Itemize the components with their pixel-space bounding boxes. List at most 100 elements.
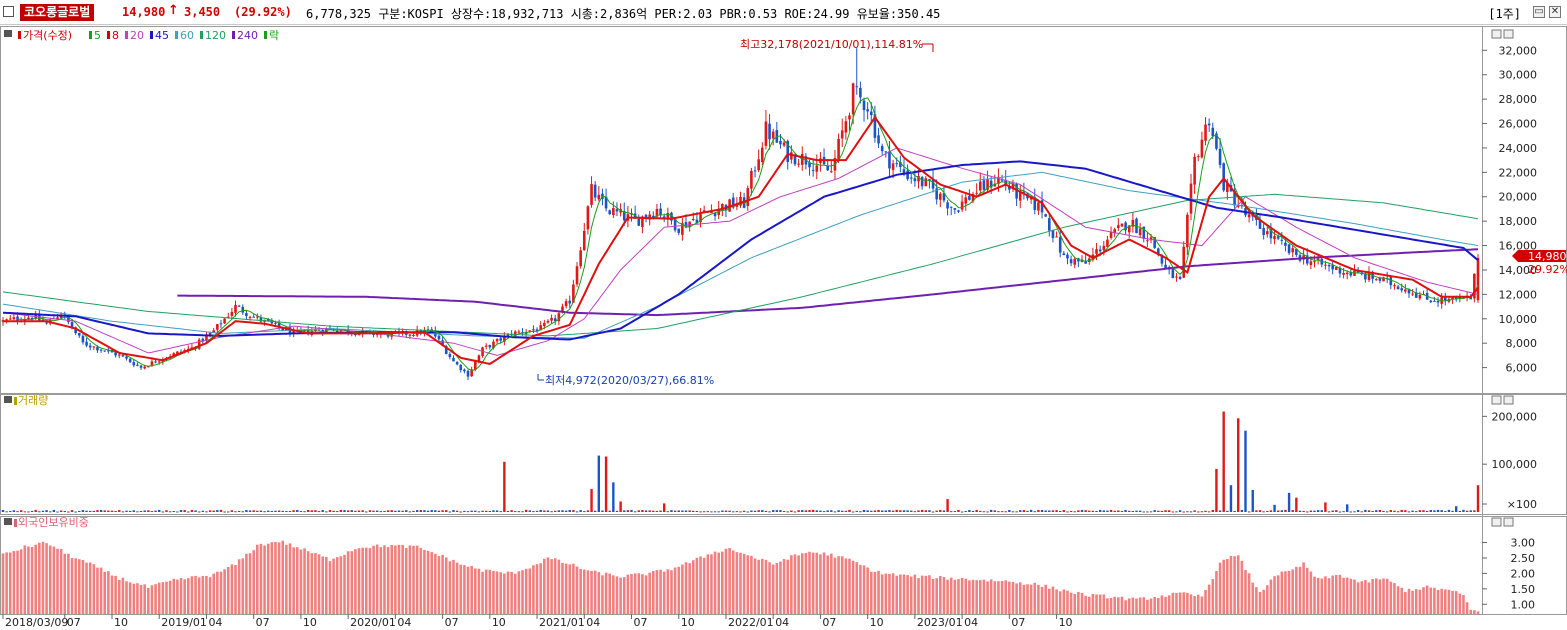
volume-bar — [510, 510, 513, 512]
foreign-ratio-bar — [1295, 566, 1298, 614]
price-tick-label: 32,000 — [1499, 44, 1538, 57]
foreign-ratio-bar — [949, 577, 953, 614]
candle-body — [1178, 276, 1182, 279]
volume-bar — [41, 510, 45, 512]
foreign-ratio-bar — [1331, 575, 1334, 614]
foreign-ratio-bar — [1298, 566, 1302, 614]
volume-bar — [641, 510, 644, 512]
legend-item: 120 — [205, 29, 226, 42]
legend-swatch — [232, 31, 235, 39]
foreign-ratio-bar — [1026, 584, 1029, 614]
foreign-ratio-bar — [1364, 580, 1367, 614]
volume-bar — [216, 510, 219, 512]
candle-body — [815, 165, 819, 172]
candle-body — [1411, 293, 1414, 295]
foreign-ratio-bar — [862, 565, 866, 614]
ma-8-line — [3, 115, 1479, 365]
foreign-ratio-bar — [1095, 594, 1098, 614]
foreign-ratio-bar — [321, 556, 325, 614]
volume-bar — [790, 510, 793, 512]
volume-bar — [45, 510, 48, 512]
volume-bar — [695, 510, 699, 512]
candle-body — [633, 213, 637, 219]
foreign-ratio-bar — [5, 552, 8, 614]
foreign-ratio-bar — [128, 582, 132, 614]
volume-bar — [16, 511, 19, 513]
candle-body — [760, 147, 764, 163]
foreign-ratio-bar — [1098, 594, 1102, 614]
candle-body — [539, 325, 542, 331]
foreign-ratio-bar — [1040, 586, 1044, 614]
close-icon[interactable]: ✕ — [1549, 6, 1561, 18]
foreign-ratio-bar — [699, 556, 702, 614]
volume-bar — [532, 511, 535, 513]
volume-bar — [1102, 510, 1106, 512]
date-tick-label: 2018/03/09 — [5, 616, 68, 629]
foreign-ratio-bar — [1313, 576, 1316, 614]
select-checkbox[interactable] — [3, 6, 14, 17]
foreign-ratio-bar — [186, 578, 190, 614]
foreign-ratio-bar — [1058, 591, 1062, 614]
stock-name-badge[interactable]: 코오롱글로벌 — [20, 4, 95, 21]
foreign-ratio-bar — [1087, 596, 1091, 614]
foreign-ratio-bar — [205, 575, 208, 614]
volume-bar — [1080, 509, 1084, 512]
foreign-ratio-bar — [546, 557, 550, 614]
foreign-ratio-bar — [74, 558, 77, 614]
foreign-ratio-bar — [975, 580, 978, 614]
date-tick-label: 07 — [67, 616, 81, 629]
volume-bar — [281, 510, 284, 512]
candle-body — [1055, 236, 1058, 238]
candle-body — [1193, 156, 1196, 185]
candle-body — [125, 356, 128, 359]
foreign-ratio-bar — [1204, 590, 1207, 614]
volume-bar — [70, 510, 74, 512]
candle-body — [528, 330, 532, 332]
date-tick-label: 10 — [303, 616, 317, 629]
foreign-ratio-bar — [56, 548, 59, 614]
foreign-ratio-bar — [1008, 581, 1011, 614]
volume-bar — [1455, 506, 1458, 512]
candle-body — [1451, 297, 1454, 299]
candle-body — [256, 316, 259, 318]
candle-body — [288, 327, 292, 335]
volume-bar — [339, 509, 343, 512]
restore-window-icon[interactable]: ▭ — [1533, 6, 1545, 18]
foreign-ratio-bar — [85, 562, 88, 614]
volume-bar — [212, 510, 215, 512]
volume-bar — [49, 511, 52, 513]
foreign-ratio-bar — [335, 557, 339, 614]
foreign-ratio-bar — [441, 554, 444, 614]
candle-body — [1164, 264, 1167, 269]
volume-bar — [405, 510, 408, 512]
foreign-ratio-bar — [1400, 587, 1404, 614]
volume-bar — [648, 510, 651, 512]
volume-bar — [383, 510, 386, 512]
foreign-ratio-bar — [721, 551, 724, 614]
foreign-ratio-bar — [960, 577, 964, 614]
price-tick-label: 24,000 — [1499, 142, 1538, 155]
foreign-ratio-bar — [1280, 571, 1284, 614]
candle-body — [532, 329, 535, 331]
volume-bar — [1400, 509, 1403, 512]
volume-bar — [1211, 509, 1214, 512]
foreign-ratio-bar — [1109, 597, 1113, 614]
candle-body — [1476, 258, 1480, 301]
foreign-ratio-bar — [1305, 567, 1309, 614]
candle-body — [731, 197, 735, 208]
foreign-ratio-bar — [1189, 594, 1193, 614]
foreign-ratio-bar — [844, 558, 848, 614]
volume-bar — [1407, 511, 1411, 513]
period-selector[interactable]: [1주] — [1488, 7, 1521, 21]
foreign-ratio-bar — [833, 557, 837, 614]
foreign-ratio-bar — [136, 583, 139, 614]
foreign-ratio-bar — [866, 567, 869, 614]
volume-bar — [524, 509, 528, 512]
candle-body — [208, 332, 212, 335]
foreign-ratio-bar — [724, 548, 728, 614]
candle-body — [884, 151, 888, 153]
candle-body — [143, 366, 146, 369]
foreign-ratio-bar — [1117, 597, 1120, 614]
volume-bar — [550, 511, 553, 513]
foreign-ratio-bar — [1385, 578, 1389, 614]
